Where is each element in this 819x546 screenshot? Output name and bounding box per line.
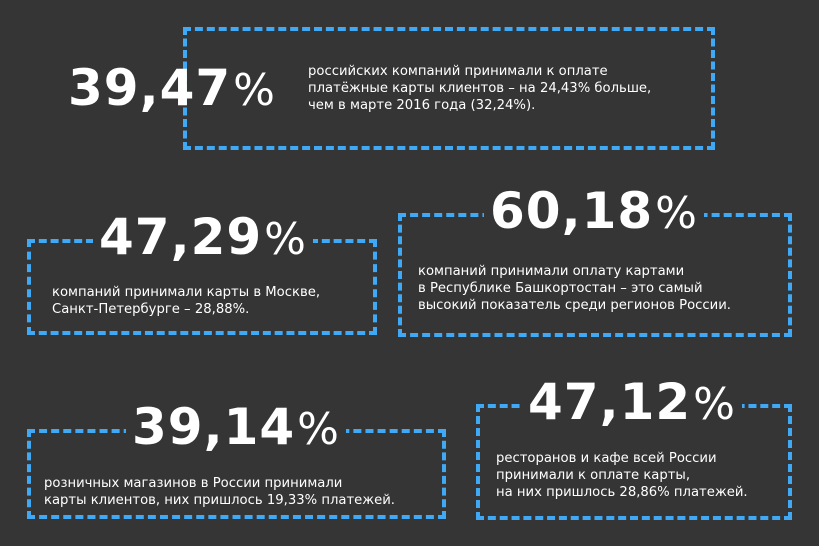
stat-number: 60,18	[490, 182, 654, 240]
stat-caption-2: компаний принимали карты в Москве, Санкт…	[52, 285, 321, 317]
stat-value-1: 39,47%	[68, 63, 276, 116]
stat-percent-sign: %	[693, 379, 736, 430]
stat-percent-sign: %	[264, 214, 307, 265]
stat-caption-3: компаний принимали оплату картами в Респ…	[418, 264, 731, 313]
stat-number: 39,14	[132, 398, 296, 456]
stat-percent-sign: %	[233, 65, 276, 116]
stat-frame-1	[183, 27, 715, 150]
stat-number: 39,47	[68, 59, 232, 117]
stat-value-5: 47,12%	[522, 377, 742, 430]
stat-value-3: 60,18%	[484, 186, 704, 239]
stat-caption-4: розничных магазинов в России принимали к…	[44, 476, 396, 508]
stat-caption-1: российских компаний принимали к оплате п…	[308, 64, 652, 113]
stat-value-2: 47,29%	[93, 212, 313, 265]
stat-percent-sign: %	[655, 188, 698, 239]
stat-caption-5: ресторанов и кафе всей России принимали …	[496, 451, 748, 500]
stat-number: 47,12	[528, 373, 692, 431]
stat-number: 47,29	[99, 208, 263, 266]
stat-value-4: 39,14%	[126, 402, 346, 455]
stat-percent-sign: %	[297, 404, 340, 455]
